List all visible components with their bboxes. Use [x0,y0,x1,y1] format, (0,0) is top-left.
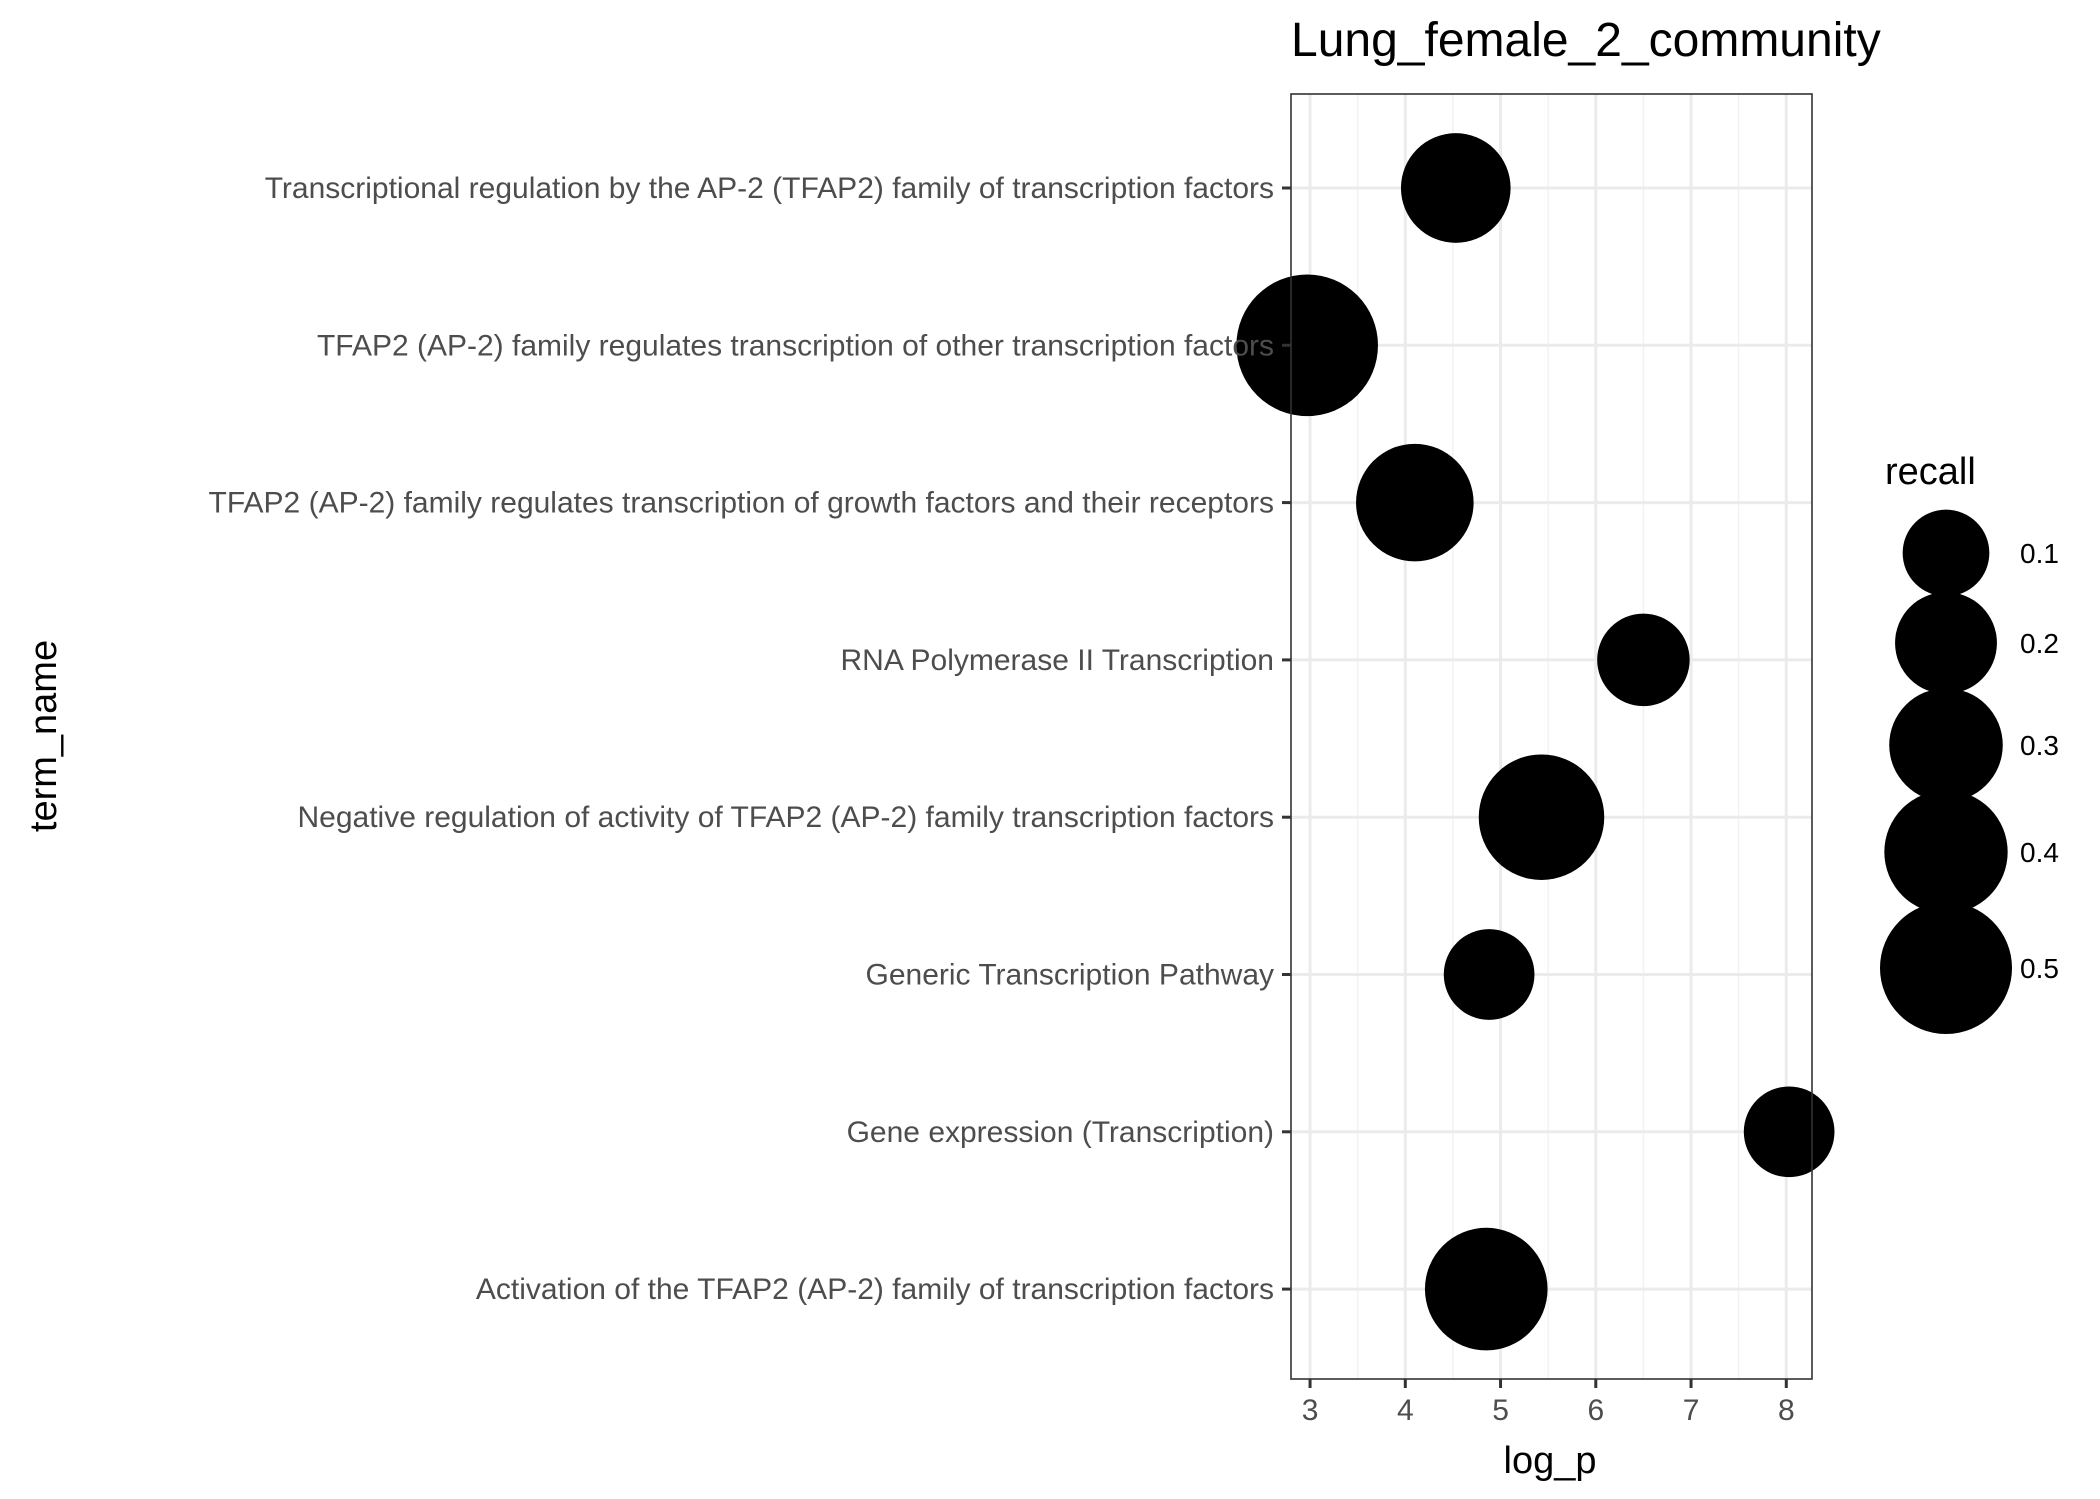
x-axis-title: log_p [1504,1440,1597,1482]
data-point [1478,754,1605,880]
x-tick-label: 8 [1778,1394,1795,1427]
y-tick-label: Gene expression (Transcription) [847,1116,1274,1149]
y-tick-label: TFAP2 (AP-2) family regulates transcript… [209,487,1274,520]
y-tick-label: Transcriptional regulation by the AP-2 (… [265,172,1274,205]
panel-border [1290,93,1813,1380]
legend-key [1889,688,2003,802]
x-tick-label: 6 [1587,1394,1604,1427]
legend-key [1879,901,2013,1035]
y-axis: Transcriptional regulation by the AP-2 (… [209,172,1291,1306]
y-axis-title: term_name [23,640,65,832]
legend-label: 0.5 [2020,953,2059,984]
legend-title: recall [1885,451,1976,493]
x-tick-label: 3 [1302,1394,1319,1427]
x-tick-label: 4 [1397,1394,1414,1427]
x-tick-label: 7 [1683,1394,1700,1427]
data-point [1356,443,1474,562]
x-axis: 3 4 5 6 7 8 [1302,1379,1795,1427]
y-tick-label: RNA Polymerase II Transcription [841,644,1275,677]
grid [1291,94,1812,1379]
data-point [1597,613,1690,707]
x-tick-label: 5 [1492,1394,1509,1427]
legend-label: 0.3 [2020,730,2059,761]
data-point [1236,274,1378,417]
data-point [1424,1227,1548,1351]
legend: recall 0.1 0.2 0.3 0.4 0.5 [1879,451,2059,1035]
data-point [1400,133,1511,243]
y-tick-label: Negative regulation of activity of TFAP2… [297,801,1274,834]
data-point [1743,1086,1835,1178]
legend-key [1895,592,1997,694]
y-tick-label: TFAP2 (AP-2) family regulates transcript… [317,329,1274,362]
legend-label: 0.1 [2020,538,2059,569]
y-tick-label: Activation of the TFAP2 (AP-2) family of… [476,1273,1274,1306]
chart-title: Lung_female_2_community [1291,14,1881,67]
data-point [1443,929,1535,1020]
legend-key [1902,509,1990,597]
points [1236,133,1835,1351]
legend-key [1884,790,2008,914]
legend-label: 0.4 [2020,837,2059,868]
y-tick-label: Generic Transcription Pathway [865,959,1274,992]
legend-label: 0.2 [2020,628,2059,659]
